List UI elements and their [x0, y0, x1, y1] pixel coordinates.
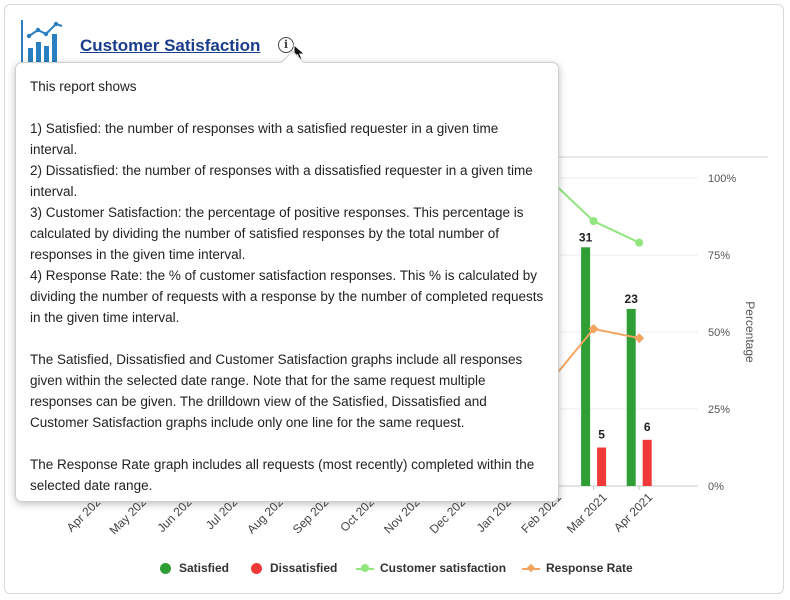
info-tooltip: This report shows 1) Satisfied: the numb… — [15, 50, 559, 502]
data-label-satisfied: 31 — [579, 230, 593, 244]
bar-dissatisfied — [642, 439, 652, 486]
legend-item-response-rate[interactable]: Response Rate — [522, 559, 633, 577]
legend-label-dissatisfied: Dissatisfied — [270, 561, 338, 575]
bar-satisfied — [626, 308, 636, 486]
response-rate-point — [634, 333, 645, 344]
legend-item-customer-satisfaction[interactable]: Customer satisfaction — [356, 559, 506, 577]
legend-marker-dissatisfied — [251, 562, 262, 574]
tooltip-item-dissatisfied: 2) Dissatisfied: the number of responses… — [30, 163, 533, 199]
legend-label-response-rate: Response Rate — [546, 561, 633, 575]
legend-marker-customer-satisfaction — [356, 563, 374, 574]
legend-marker-response-rate — [522, 563, 540, 574]
y2-tick-label: 75% — [708, 250, 730, 262]
tooltip-item-response-rate: 4) Response Rate: the % of customer sati… — [30, 268, 544, 325]
y2-tick-label: 25% — [708, 404, 730, 416]
legend-item-satisfied[interactable]: Satisfied — [160, 559, 229, 577]
customer-satisfaction-point — [589, 217, 598, 226]
y2-tick-label: 0% — [708, 481, 724, 493]
tooltip-note-graphs: The Satisfied, Dissatisfied and Customer… — [30, 352, 523, 430]
response-rate-point — [588, 323, 599, 334]
y2-tick-label: 100% — [708, 173, 736, 185]
legend-item-dissatisfied[interactable]: Dissatisfied — [251, 559, 337, 577]
bar-dissatisfied — [597, 447, 607, 486]
tooltip-intro: This report shows — [30, 79, 137, 94]
y2-axis-label: Percentage — [743, 301, 757, 363]
customer-satisfaction-point — [635, 238, 644, 247]
y2-tick-label: 50% — [708, 327, 730, 339]
report-title-link[interactable]: Customer Satisfaction — [80, 36, 261, 55]
tooltip-note-response-rate: The Response Rate graph includes all req… — [30, 457, 535, 493]
x-tick-label: Mar 2021 — [564, 490, 610, 536]
data-label-satisfied: 23 — [625, 292, 639, 306]
tooltip-item-customer-satisfaction: 3) Customer Satisfaction: the percentage… — [30, 205, 524, 262]
data-label-dissatisfied: 6 — [644, 420, 651, 434]
tooltip-item-satisfied: 1) Satisfied: the number of responses wi… — [30, 121, 499, 157]
x-tick-label: Apr 2021 — [611, 490, 656, 535]
legend-marker-satisfied — [160, 562, 171, 574]
chart-legend: Satisfied Dissatisfied Customer satisfac… — [0, 559, 790, 579]
y2-axis-ticks: 0% 25% 50% 75% 100% — [708, 173, 736, 493]
bar-satisfied — [581, 247, 591, 486]
legend-label-satisfied: Satisfied — [179, 561, 230, 575]
bar-line-chart-icon — [21, 20, 63, 62]
legend-label-customer-satisfaction: Customer satisfaction — [380, 561, 507, 575]
data-label-dissatisfied: 5 — [598, 428, 605, 442]
